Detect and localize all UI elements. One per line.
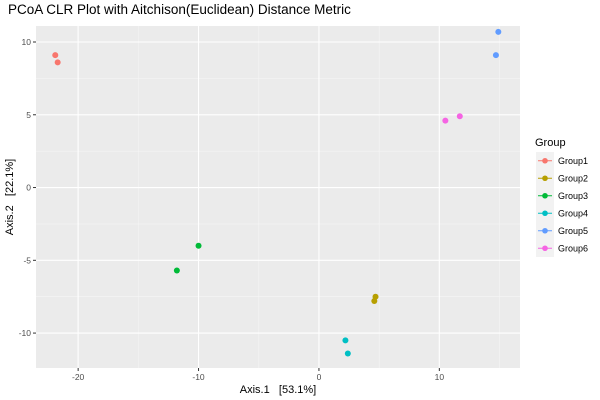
y-tick-label: -5 <box>23 255 31 265</box>
legend-items: Group1 Group2 Group3 Group4 Group5 Group6 <box>536 152 588 257</box>
legend-key-background <box>536 152 554 257</box>
data-point-group5 <box>492 52 499 59</box>
x-tick-label: -20 <box>72 372 85 382</box>
x-axis-title: Axis.1 [53.1%] <box>240 384 316 396</box>
legend-key-point-group6 <box>542 245 548 252</box>
y-tick-label: 10 <box>22 37 32 47</box>
x-tick-label: 10 <box>435 372 445 382</box>
legend-label-group4: Group4 <box>558 208 588 218</box>
data-point-group1 <box>52 52 59 59</box>
major-gridlines <box>36 26 520 368</box>
legend-title: Group <box>535 137 566 149</box>
legend-key-point-group5 <box>542 227 548 234</box>
legend-label-group5: Group5 <box>558 226 588 236</box>
legend-key-point-group3 <box>542 192 548 199</box>
minor-gridlines <box>36 26 520 368</box>
data-point-group2 <box>371 298 378 305</box>
plot-panel <box>36 26 520 368</box>
legend: Group Group1Group2Group3Group4Group5Grou… <box>535 137 588 257</box>
data-point-group1 <box>54 59 61 66</box>
y-tick-label: -10 <box>19 328 32 338</box>
legend-label-group3: Group3 <box>558 191 588 201</box>
data-point-group4 <box>344 350 351 357</box>
data-point-group3 <box>195 242 202 249</box>
data-point-group6 <box>442 117 449 124</box>
data-points <box>52 28 502 357</box>
axis-ticks: -20 -10 0 10 -10 -5 0 5 10 <box>19 37 445 382</box>
legend-key-point-group2 <box>542 175 548 182</box>
chart-title: PCoA CLR Plot with Aitchison(Euclidean) … <box>8 2 351 17</box>
y-tick-label: 5 <box>26 110 31 120</box>
legend-label-group6: Group6 <box>558 243 588 253</box>
data-point-group3 <box>173 267 180 274</box>
x-tick-label: 0 <box>317 372 322 382</box>
y-axis-title: Axis.2 [22.1%] <box>4 159 16 235</box>
legend-label-group2: Group2 <box>558 173 588 183</box>
legend-label-group1: Group1 <box>558 156 588 166</box>
x-tick-label: -10 <box>192 372 205 382</box>
legend-key-point-group4 <box>542 210 548 217</box>
y-tick-label: 0 <box>26 183 31 193</box>
data-point-group5 <box>495 28 502 35</box>
data-point-group4 <box>342 337 349 344</box>
data-point-group6 <box>456 113 463 120</box>
legend-key-point-group1 <box>542 157 548 164</box>
